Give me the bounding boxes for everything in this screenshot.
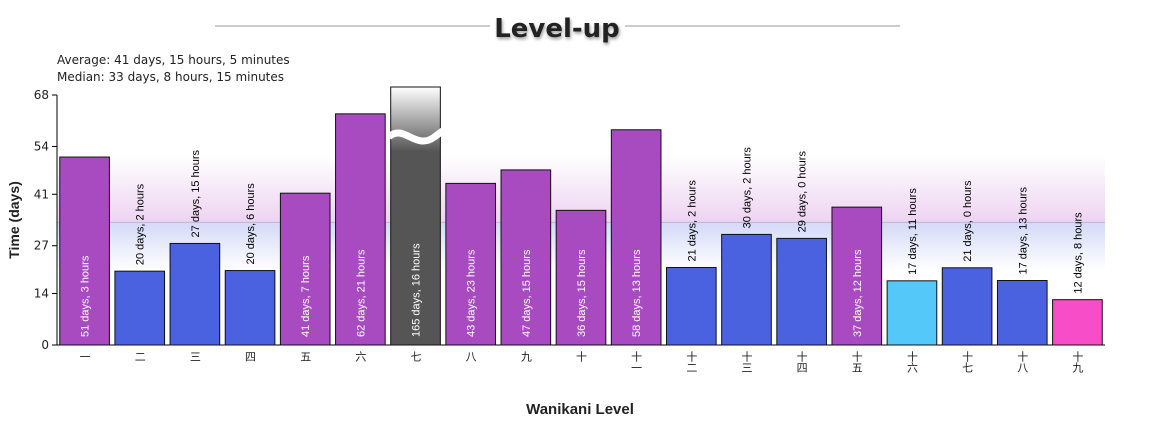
bar	[169, 242, 221, 346]
x-tick-label: 二	[133, 351, 146, 362]
x-tick-label: 十	[575, 350, 588, 362]
y-tick-label: 27	[34, 239, 49, 253]
value-label: 17 days, 13 hours	[1017, 187, 1029, 275]
value-label: 51 days, 3 hours	[80, 255, 92, 337]
y-tick-label: 68	[34, 88, 49, 102]
value-label: 30 days, 2 hours	[741, 147, 753, 229]
bar	[721, 233, 772, 346]
x-axis-label: Wanikani Level	[526, 401, 634, 418]
x-tick-label: 七	[409, 351, 422, 362]
x-tick-label: 十一	[630, 350, 643, 373]
y-tick-label: 14	[34, 287, 49, 301]
bar	[555, 209, 607, 346]
value-label: 21 days, 0 hours	[962, 180, 974, 262]
bar	[996, 280, 1048, 346]
x-tick-label: 五	[299, 351, 312, 362]
value-label: 29 days, 0 hours	[797, 151, 809, 233]
bar	[59, 156, 110, 346]
bar	[665, 266, 717, 346]
average-text: Average: 41 days, 15 hours, 5 minutes	[57, 53, 290, 67]
x-tick-label: 十六	[905, 350, 918, 373]
x-tick-label: 四	[244, 351, 257, 362]
x-tick-label: 八	[464, 351, 477, 362]
y-tick-label: 41	[34, 187, 49, 201]
value-label: 37 days, 12 hours	[852, 249, 864, 337]
median-text: Median: 33 days, 8 hours, 15 minutes	[57, 70, 284, 84]
value-label: 58 days, 13 hours	[631, 249, 643, 337]
x-tick-label: 九	[519, 351, 532, 362]
value-label: 21 days, 2 hours	[686, 180, 698, 262]
y-tick-label: 54	[34, 139, 49, 153]
bar	[445, 182, 497, 346]
y-tick-label: 0	[41, 338, 49, 352]
x-tick-label: 十八	[1016, 350, 1029, 373]
bar	[831, 206, 883, 346]
bar	[1052, 299, 1103, 346]
value-label: 62 days, 21 hours	[355, 249, 367, 337]
x-tick-label: 十七	[961, 350, 974, 373]
x-tick-label: 六	[354, 351, 367, 362]
bar	[500, 169, 552, 346]
value-label: 36 days, 15 hours	[576, 249, 588, 337]
bar	[335, 113, 386, 346]
value-label: 165 days, 16 hours	[411, 243, 423, 337]
value-label: 43 days, 23 hours	[466, 249, 478, 337]
x-tick-label: 十三	[740, 350, 753, 373]
value-label: 17 days, 11 hours	[907, 188, 919, 275]
chart-title: Level-up	[494, 14, 620, 44]
x-tick-label: 十五	[850, 350, 863, 373]
x-tick-label: 三	[188, 351, 201, 362]
x-tick-label: 十四	[795, 350, 808, 373]
x-tick-label: 十九	[1071, 350, 1084, 373]
x-tick-label: 一	[78, 351, 91, 362]
bar	[279, 192, 331, 346]
bar	[941, 267, 993, 346]
value-label: 12 days, 8 hours	[1072, 212, 1084, 294]
value-label: 20 days, 2 hours	[135, 183, 147, 265]
value-label: 20 days, 6 hours	[245, 183, 257, 265]
value-label: 27 days, 15 hours	[190, 149, 202, 237]
bar	[114, 270, 166, 346]
value-label: 41 days, 7 hours	[300, 255, 312, 337]
axis-break	[386, 125, 449, 145]
value-label: 47 days, 15 hours	[521, 249, 533, 337]
bar	[776, 237, 827, 346]
bar	[224, 270, 276, 346]
bar	[886, 280, 938, 346]
bar	[610, 129, 662, 346]
y-axis-label: Time (days)	[6, 181, 22, 259]
x-tick-label: 十二	[685, 350, 698, 373]
